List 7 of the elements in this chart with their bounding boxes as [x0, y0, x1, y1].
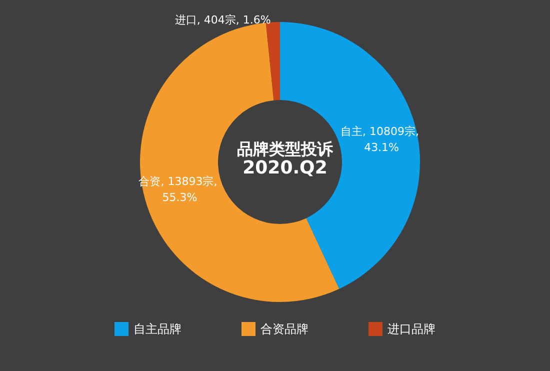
- data-label: 自主, 10809宗, 43.1%: [340, 124, 423, 154]
- legend-label: 进口品牌: [388, 322, 436, 336]
- data-label: 进口, 404宗, 1.6%: [174, 14, 271, 27]
- legend-label: 合资品牌: [260, 322, 308, 336]
- text: 2020.Q2: [242, 158, 328, 178]
- text: 品牌类型投诉: [237, 140, 334, 158]
- legend-label: 自主品牌: [134, 322, 182, 336]
